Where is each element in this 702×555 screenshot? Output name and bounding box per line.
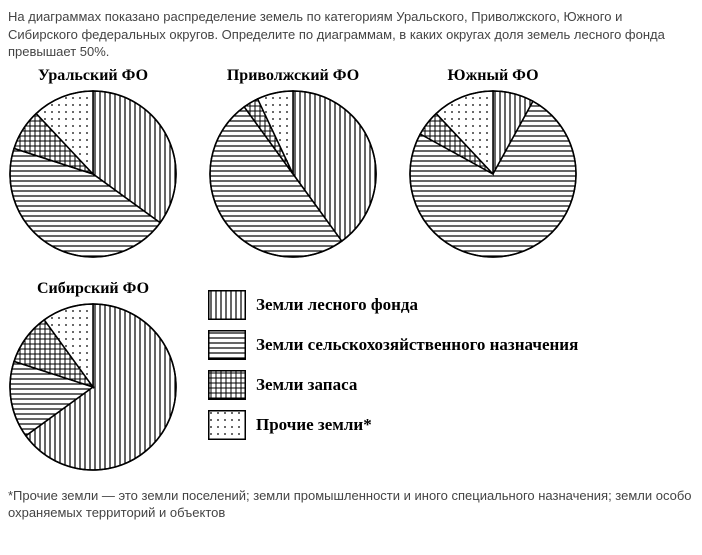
legend: Земли лесного фонда Земли сельскохозяйст…: [208, 280, 578, 450]
legend-swatch-other: [208, 410, 246, 440]
legend-swatch-forest: [208, 290, 246, 320]
pie-svg-wrap: [8, 302, 178, 475]
chart-title: Южный ФО: [447, 67, 538, 85]
legend-label: Земли запаса: [256, 375, 357, 395]
legend-swatch-agri: [208, 330, 246, 360]
intro-text: На диаграммах показано распределение зем…: [8, 8, 694, 61]
pie-svg-wrap: [408, 89, 578, 262]
legend-swatch-reserve: [208, 370, 246, 400]
lower-row: Сибирский ФО Земли лесного фонда Земли с…: [8, 280, 694, 475]
chart-title: Сибирский ФО: [37, 280, 149, 298]
legend-label: Земли лесного фонда: [256, 295, 418, 315]
pie-chart: Приволжский ФО: [208, 67, 378, 262]
legend-label: Земли сельскохозяйственного назначения: [256, 335, 578, 355]
pie-chart: Уральский ФО: [8, 67, 178, 262]
charts-row-bottom: Сибирский ФО: [8, 280, 178, 475]
pie-svg-wrap: [8, 89, 178, 262]
legend-row: Земли запаса: [208, 370, 578, 400]
legend-row: Прочие земли*: [208, 410, 578, 440]
chart-title: Приволжский ФО: [227, 67, 359, 85]
legend-row: Земли сельскохозяйственного назначения: [208, 330, 578, 360]
legend-label: Прочие земли*: [256, 415, 372, 435]
pie-chart: Сибирский ФО: [8, 280, 178, 475]
chart-title: Уральский ФО: [38, 67, 148, 85]
charts-row-top: Уральский ФО Приволжский ФО Южный ФО: [8, 67, 694, 262]
legend-row: Земли лесного фонда: [208, 290, 578, 320]
footnote-text: *Прочие земли — это земли поселений; зем…: [8, 487, 694, 522]
pie-svg-wrap: [208, 89, 378, 262]
pie-chart: Южный ФО: [408, 67, 578, 262]
